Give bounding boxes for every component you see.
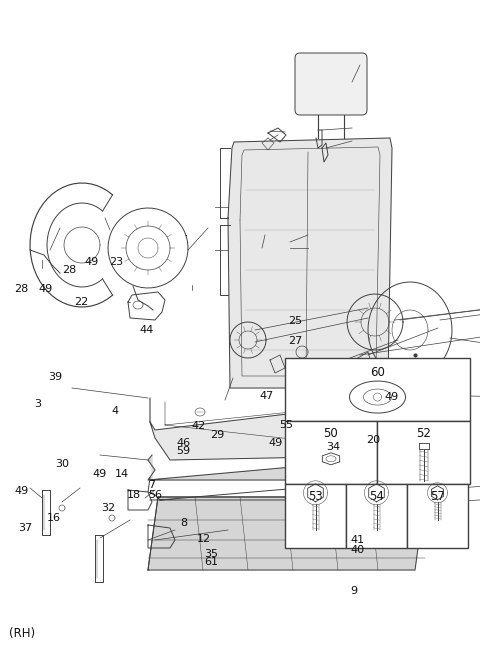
Text: 44: 44: [139, 325, 154, 335]
Text: 28: 28: [62, 265, 77, 276]
Text: 37: 37: [18, 523, 32, 533]
Text: 3: 3: [35, 399, 42, 409]
Text: 30: 30: [55, 459, 69, 469]
Bar: [285, 421, 377, 484]
Text: 57: 57: [430, 490, 445, 503]
Text: 53: 53: [308, 490, 323, 503]
Text: 27: 27: [288, 336, 302, 346]
Text: 16: 16: [47, 512, 61, 523]
Polygon shape: [150, 390, 428, 460]
Text: (RH): (RH): [9, 627, 35, 640]
Polygon shape: [228, 138, 392, 388]
Bar: [346, 484, 407, 548]
Polygon shape: [148, 497, 425, 570]
Polygon shape: [148, 455, 420, 480]
Text: 59: 59: [177, 446, 191, 457]
Text: 49: 49: [14, 485, 29, 496]
Text: 40: 40: [350, 544, 364, 555]
Text: 50: 50: [324, 427, 338, 440]
Text: 4: 4: [112, 406, 119, 417]
Text: 42: 42: [191, 421, 205, 432]
Text: 23: 23: [109, 257, 123, 268]
Bar: [285, 484, 346, 548]
Text: 7: 7: [148, 480, 155, 491]
Text: 9: 9: [350, 586, 358, 596]
Text: 34: 34: [326, 442, 340, 453]
Text: 49: 49: [384, 392, 398, 402]
Text: 29: 29: [210, 430, 225, 440]
Text: 22: 22: [74, 297, 89, 307]
Text: 35: 35: [204, 549, 218, 560]
Text: 39: 39: [48, 371, 62, 382]
Polygon shape: [330, 498, 385, 516]
Text: 46: 46: [177, 438, 191, 448]
Bar: [377, 421, 470, 484]
Text: 52: 52: [416, 427, 431, 440]
Text: 12: 12: [197, 534, 211, 544]
Text: 55: 55: [279, 420, 293, 430]
Polygon shape: [342, 483, 395, 500]
Text: 49: 49: [93, 469, 107, 480]
Text: 28: 28: [14, 283, 29, 294]
Bar: [285, 358, 470, 421]
Text: 25: 25: [288, 316, 302, 327]
Text: 32: 32: [101, 502, 115, 513]
Text: 41: 41: [350, 535, 364, 545]
Text: 47: 47: [259, 391, 274, 401]
Text: 56: 56: [148, 490, 162, 501]
Text: 49: 49: [38, 283, 53, 294]
Text: 8: 8: [180, 518, 187, 529]
Text: 61: 61: [204, 557, 218, 567]
FancyBboxPatch shape: [295, 53, 367, 115]
Text: 54: 54: [369, 490, 384, 503]
Text: 49: 49: [84, 257, 98, 268]
Text: 20: 20: [366, 434, 380, 445]
Bar: [407, 484, 468, 548]
Text: 49: 49: [269, 438, 283, 448]
Text: 18: 18: [127, 490, 141, 501]
Text: 14: 14: [115, 469, 129, 480]
Text: 60: 60: [370, 366, 385, 379]
